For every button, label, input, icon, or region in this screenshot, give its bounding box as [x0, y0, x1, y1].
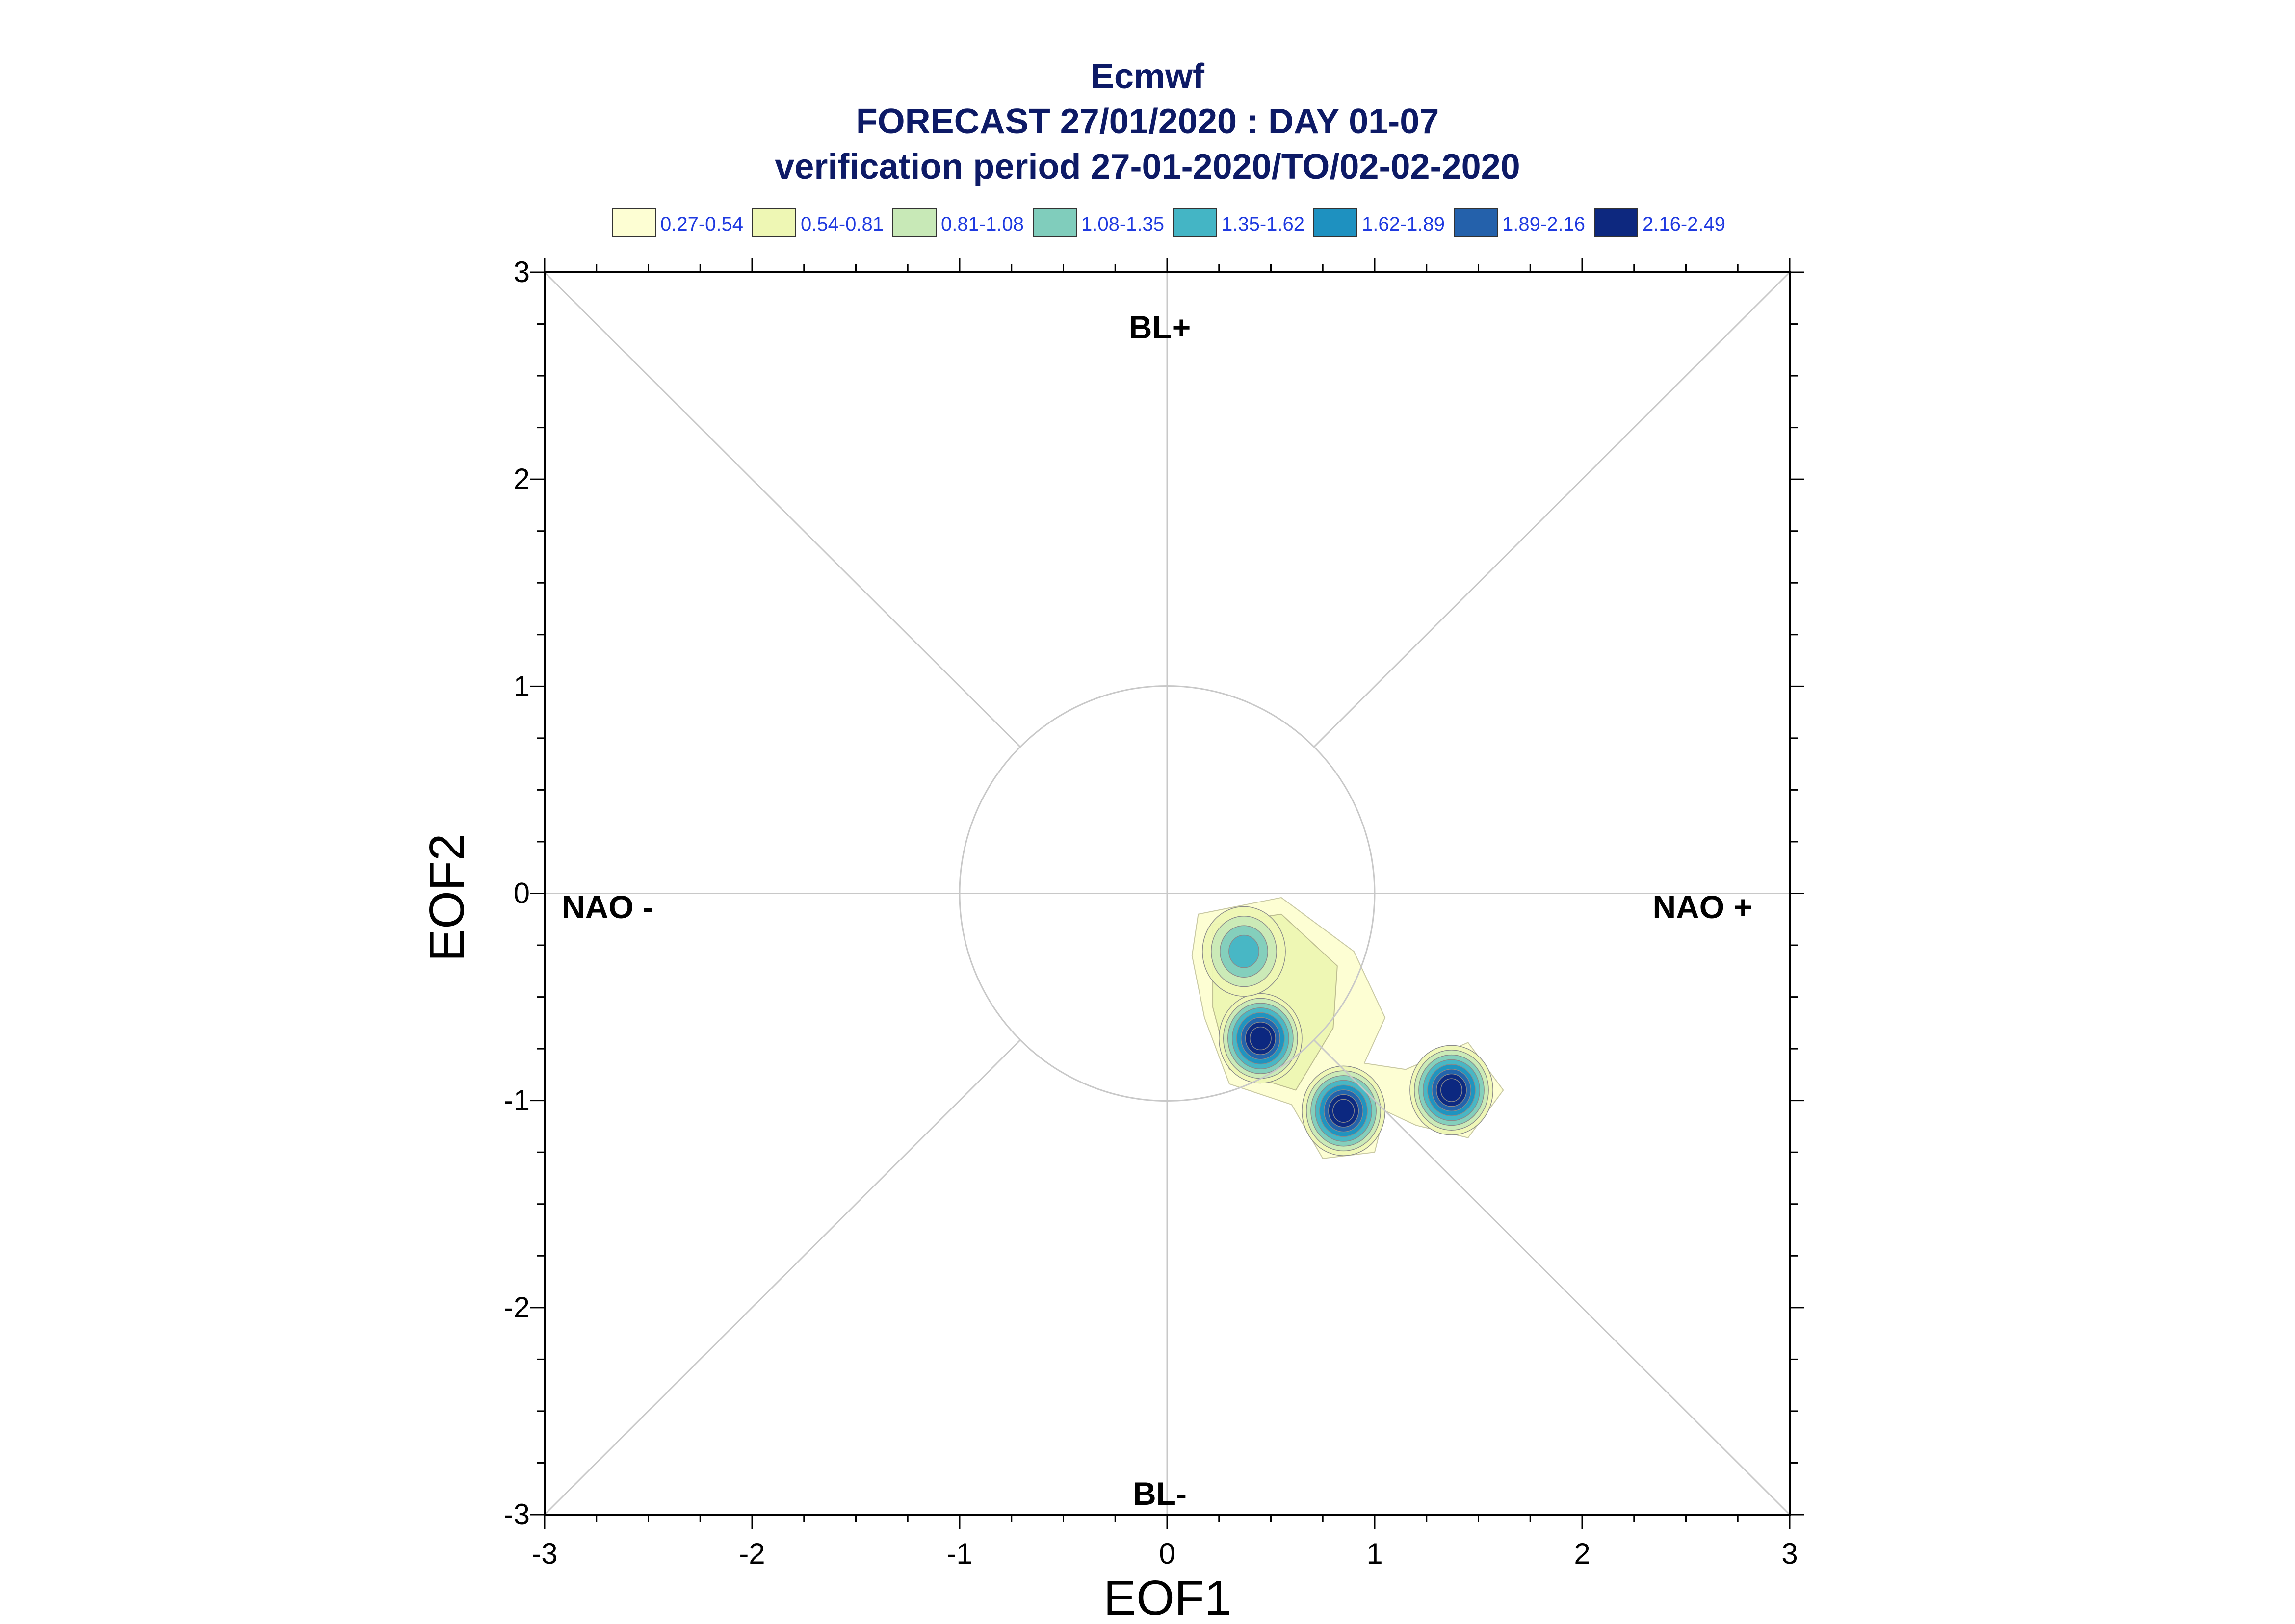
- title-line-3: verification period 27-01-2020/TO/02-02-…: [775, 147, 1520, 186]
- y-tick-label: 1: [514, 670, 530, 702]
- legend-swatch-1: [752, 208, 796, 237]
- legend-swatch-4: [1173, 208, 1217, 237]
- diagonal-lower-right: [1313, 1039, 1791, 1516]
- legend-label-1: 0.54-0.81: [801, 213, 884, 235]
- legend-label-3: 1.08-1.35: [1081, 213, 1164, 235]
- diagonal-upper-left: [544, 271, 1021, 748]
- density-contours: [1191, 897, 1504, 1159]
- x-tick-label: 1: [1366, 1537, 1382, 1570]
- legend-swatch-5: [1313, 208, 1357, 237]
- legend-swatch-3: [1033, 208, 1077, 237]
- tick-labels: -3 -2 -1 0 1 2 3 -3 -2 -1 0 1 2 3: [504, 256, 1798, 1570]
- legend-label-2: 0.81-1.08: [941, 213, 1024, 235]
- contour-ring-0-7: [1249, 1026, 1272, 1051]
- y-tick-label: 3: [514, 256, 530, 288]
- legend-swatch-0: [612, 208, 656, 237]
- y-tick-label: -1: [504, 1084, 530, 1117]
- legend-swatch-6: [1454, 208, 1498, 237]
- x-axis-title: EOF1: [1103, 1571, 1231, 1624]
- title-line-2: FORECAST 27/01/2020 : DAY 01-07: [856, 102, 1439, 141]
- x-tick-label: -3: [531, 1537, 557, 1570]
- diagonal-upper-right: [1313, 271, 1791, 748]
- guide-lines: [544, 271, 1791, 1516]
- contour-ring-2-7: [1440, 1078, 1462, 1102]
- y-axis-title: EOF2: [419, 833, 474, 961]
- region-label-bl-plus: BL+: [1129, 309, 1191, 345]
- diagonal-lower-left: [544, 1039, 1021, 1516]
- region-label-nao-minus: NAO -: [562, 889, 653, 925]
- x-tick-label: 3: [1781, 1537, 1798, 1570]
- legend-label-6: 1.89-2.16: [1502, 213, 1585, 235]
- title-line-1: Ecmwf: [1091, 57, 1205, 96]
- region-label-nao-plus: NAO +: [1652, 889, 1752, 925]
- plot-area: -3 -2 -1 0 1 2 3 -3 -2 -1 0 1 2 3: [504, 256, 1804, 1570]
- region-label-bl-minus: BL-: [1133, 1475, 1187, 1512]
- x-tick-label: -2: [739, 1537, 765, 1570]
- y-tick-label: 2: [514, 463, 530, 495]
- chart-title: Ecmwf FORECAST 27/01/2020 : DAY 01-07 ve…: [775, 57, 1520, 186]
- legend-swatch-7: [1594, 208, 1638, 237]
- x-tick-label: 2: [1574, 1537, 1590, 1570]
- x-tick-label: -1: [946, 1537, 972, 1570]
- legend: 0.27-0.54 0.54-0.81 0.81-1.08 1.08-1.35 1.35…: [612, 208, 1725, 237]
- contour-ring-3-3: [1228, 934, 1259, 968]
- legend-label-0: 0.27-0.54: [660, 213, 743, 235]
- axis-ticks: [530, 258, 1804, 1529]
- legend-label-5: 1.62-1.89: [1362, 213, 1445, 235]
- legend-label-4: 1.35-1.62: [1222, 213, 1304, 235]
- y-tick-label: -2: [504, 1291, 530, 1324]
- contour-ring-1-7: [1332, 1099, 1355, 1123]
- y-tick-label: 0: [514, 877, 530, 910]
- legend-swatch-2: [892, 208, 937, 237]
- y-tick-label: -3: [504, 1498, 530, 1531]
- x-tick-label: 0: [1159, 1537, 1175, 1570]
- legend-label-7: 2.16-2.49: [1643, 213, 1725, 235]
